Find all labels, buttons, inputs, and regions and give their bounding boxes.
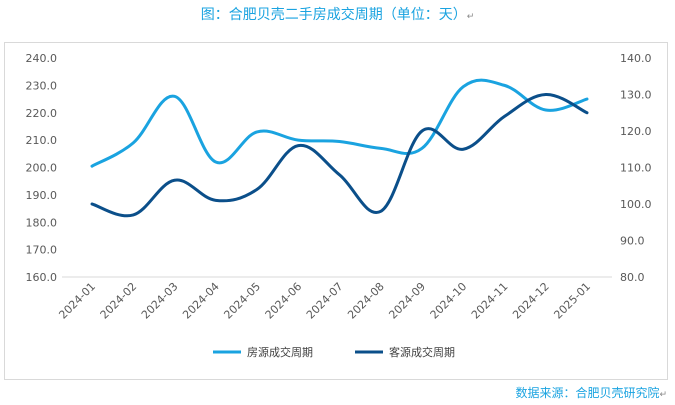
y-left-tick-label: 210.0 bbox=[26, 134, 58, 147]
y-right-tick-label: 140.0 bbox=[620, 52, 652, 65]
x-tick-label: 2024-11 bbox=[469, 280, 511, 322]
x-tick-label: 2024-04 bbox=[180, 280, 222, 322]
x-tick-label: 2024-03 bbox=[139, 280, 181, 322]
y-left-tick-label: 180.0 bbox=[26, 216, 58, 229]
data-source: 数据来源：合肥贝壳研究院↵ bbox=[515, 386, 667, 400]
x-tick-label: 2024-12 bbox=[510, 280, 552, 322]
legend-label-2: 客源成交周期 bbox=[389, 345, 455, 359]
y-left-tick-label: 240.0 bbox=[26, 52, 58, 65]
y-left-tick-label: 160.0 bbox=[26, 271, 58, 284]
x-tick-label: 2024-02 bbox=[98, 280, 140, 322]
y-left-tick-label: 200.0 bbox=[26, 162, 58, 175]
x-tick-label: 2024-06 bbox=[263, 280, 305, 322]
y-right-tick-label: 100.0 bbox=[620, 198, 652, 211]
legend-label-1: 房源成交周期 bbox=[247, 345, 313, 359]
series-line-2 bbox=[90, 92, 589, 218]
y-right-tick-label: 120.0 bbox=[620, 125, 652, 138]
x-tick-label: 2024-05 bbox=[221, 280, 263, 322]
series-line-1 bbox=[90, 78, 589, 168]
y-right-tick-label: 110.0 bbox=[620, 162, 652, 175]
y-left-tick-label: 220.0 bbox=[26, 107, 58, 120]
x-tick-label: 2024-01 bbox=[56, 280, 98, 322]
x-tick-label: 2024-10 bbox=[428, 280, 470, 322]
chart-title: 图：合肥贝壳二手房成交周期（单位：天）↵ bbox=[200, 7, 475, 23]
chart-frame bbox=[4, 42, 668, 380]
y-right-tick-label: 130.0 bbox=[620, 89, 652, 102]
y-left-tick-label: 170.0 bbox=[26, 244, 58, 257]
y-left-tick-label: 190.0 bbox=[26, 189, 58, 202]
y-right-tick-label: 80.0 bbox=[620, 271, 645, 284]
y-right-tick-label: 90.0 bbox=[620, 235, 645, 248]
x-tick-label: 2025-01 bbox=[551, 280, 593, 322]
y-left-tick-label: 230.0 bbox=[26, 79, 58, 92]
x-tick-label: 2024-09 bbox=[386, 280, 428, 322]
x-tick-label: 2024-07 bbox=[304, 280, 346, 322]
x-tick-label: 2024-08 bbox=[345, 280, 387, 322]
